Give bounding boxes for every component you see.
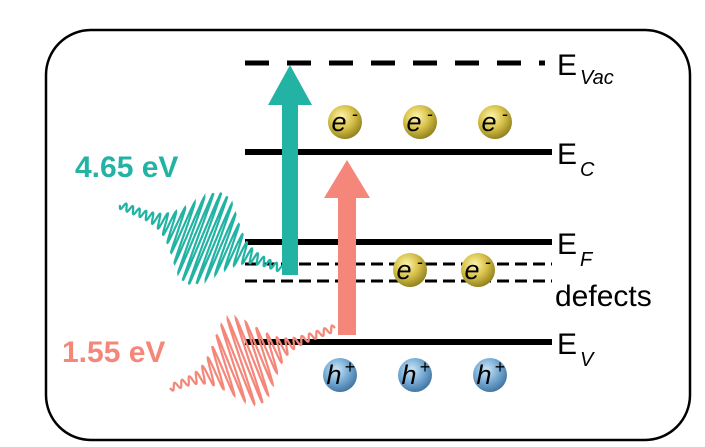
level-symbol: E [557, 138, 577, 171]
wave-packet [120, 193, 290, 284]
particle-charge: - [485, 252, 491, 272]
particle-symbol: h [326, 360, 341, 390]
particle-symbol: e [481, 107, 496, 137]
particle-charge: + [345, 357, 356, 377]
photon-label: 1.55 eV [62, 336, 165, 369]
defects-label: defects [555, 280, 652, 313]
level-subscript: V [580, 349, 595, 371]
diagram: 4.65 eV 1.55 eV E Vac E C E F defects E … [0, 0, 705, 447]
level-symbol: E [557, 328, 577, 361]
arrow-ir [324, 160, 370, 335]
particle-symbol: e [331, 107, 346, 137]
particle-charge: - [427, 104, 433, 124]
particle-symbol: e [464, 255, 479, 285]
wave-packets [120, 193, 335, 404]
particle-charge: - [502, 104, 508, 124]
level-symbol: E [557, 228, 577, 261]
photon-label: 4.65 eV [75, 151, 178, 184]
frame [46, 30, 690, 440]
particle-symbol: h [401, 360, 416, 390]
wave-packet [170, 318, 335, 404]
level-subscript: F [580, 249, 594, 271]
level-subscript: C [580, 159, 595, 181]
particle-symbol: e [406, 107, 421, 137]
particle-symbol: e [396, 255, 411, 285]
level-subscript: Vac [580, 67, 614, 89]
particle-charge: - [417, 252, 423, 272]
particle-charge: + [420, 357, 431, 377]
particle-symbol: h [476, 360, 491, 390]
level-symbol: E [557, 49, 577, 82]
particle-charge: + [495, 357, 506, 377]
particle-charge: - [352, 104, 358, 124]
